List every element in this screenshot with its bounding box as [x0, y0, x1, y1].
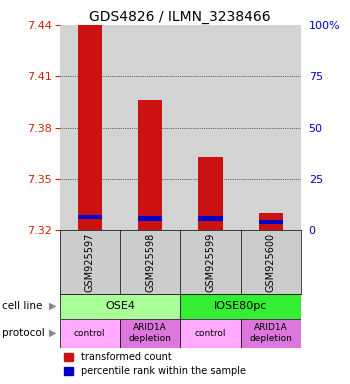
Text: GSM925600: GSM925600 [266, 233, 276, 291]
Bar [78, 25, 102, 230]
Bar [198, 216, 223, 220]
Bar [259, 213, 283, 230]
Title: GDS4826 / ILMN_3238466: GDS4826 / ILMN_3238466 [90, 10, 271, 24]
Text: GSM925598: GSM925598 [145, 232, 155, 292]
Text: ▶: ▶ [49, 301, 56, 311]
Bar [241, 319, 301, 348]
Bar [198, 157, 223, 230]
Text: ARID1A
depletion: ARID1A depletion [249, 323, 292, 343]
Bar [78, 215, 102, 219]
Text: protocol: protocol [2, 328, 44, 338]
Text: ARID1A
depletion: ARID1A depletion [129, 323, 172, 343]
Text: GSM925597: GSM925597 [85, 232, 95, 292]
Text: IOSE80pc: IOSE80pc [214, 301, 267, 311]
Text: GSM925599: GSM925599 [205, 232, 216, 292]
Text: control: control [195, 329, 226, 338]
Bar [60, 319, 120, 348]
Bar [60, 294, 180, 319]
Text: OSE4: OSE4 [105, 301, 135, 311]
Bar [138, 216, 162, 220]
Bar [180, 319, 241, 348]
Bar [180, 294, 301, 319]
Legend: transformed count, percentile rank within the sample: transformed count, percentile rank withi… [64, 353, 246, 376]
Text: control: control [74, 329, 105, 338]
Bar [259, 220, 283, 224]
Bar [120, 319, 180, 348]
Bar [138, 100, 162, 230]
Text: ▶: ▶ [49, 328, 56, 338]
Text: cell line: cell line [2, 301, 42, 311]
